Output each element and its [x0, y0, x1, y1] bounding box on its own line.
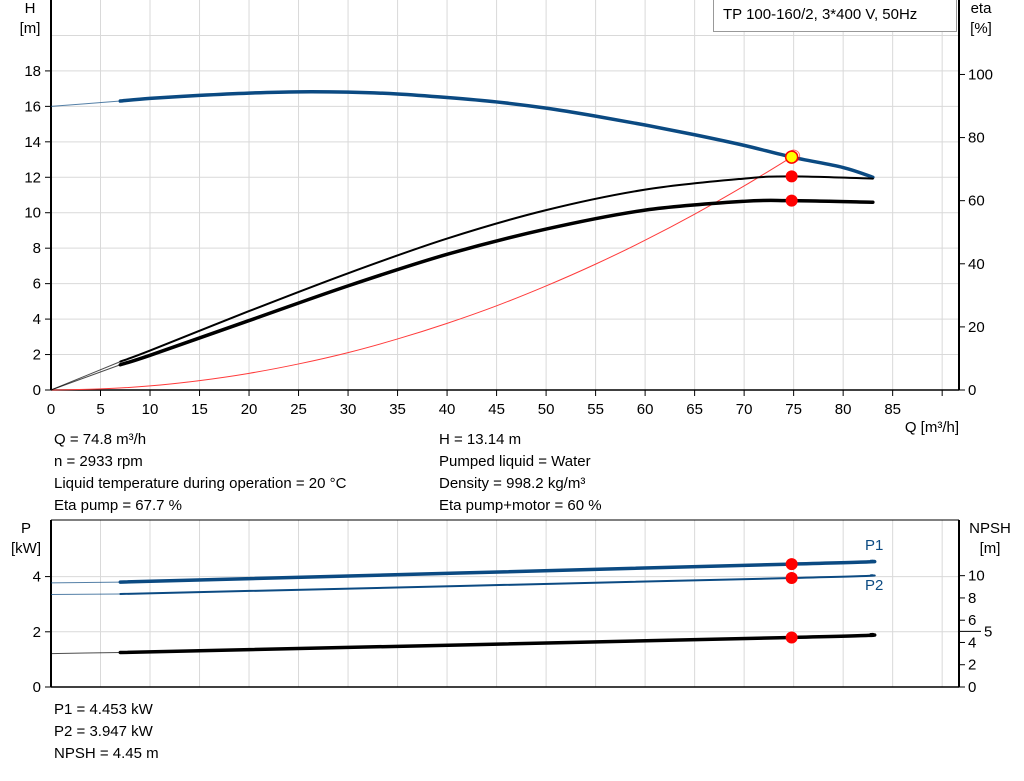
- x-tick-label: 40: [439, 401, 456, 418]
- info-p2: P2 = 3.947 kW: [54, 723, 153, 740]
- y-axis-title-right: [%]: [970, 20, 992, 37]
- info-liquid: Pumped liquid = Water: [439, 453, 591, 470]
- p1-marker: [785, 558, 798, 571]
- x-tick-label: 55: [587, 401, 604, 418]
- x-tick-label: 35: [389, 401, 406, 418]
- y-axis-title-left: H: [25, 0, 36, 17]
- pump-title: TP 100-160/2, 3*400 V, 50Hz: [723, 6, 918, 23]
- eta-pump-motor-marker: [785, 194, 798, 207]
- x-tick-label: 45: [488, 401, 505, 418]
- curve-npsh-extrapolated: [50, 651, 121, 655]
- y-axis-title-left: [m]: [20, 20, 41, 37]
- y-tick-label-right: 0: [968, 382, 976, 399]
- npsh-marker: [785, 631, 798, 644]
- curve-eta_pump: [119, 175, 874, 363]
- y-tick-label-left: 4: [33, 311, 41, 328]
- y-tick-label-left: 10: [24, 205, 41, 222]
- info-bottom: P1 = 4.453 kW P2 = 3.947 kW NPSH = 4.45 …: [54, 699, 159, 765]
- y-tick-label-left: 14: [24, 134, 41, 151]
- info-p1: P1 = 4.453 kW: [54, 701, 153, 718]
- y-tick-label-left: 6: [33, 276, 41, 293]
- info-temperature: Liquid temperature during operation = 20…: [54, 475, 347, 492]
- curve-eta_pump_motor: [118, 198, 875, 367]
- info-eta-pump-motor: Eta pump+motor = 60 %: [439, 497, 602, 514]
- y-tick-label-left: 0: [33, 679, 41, 696]
- x-tick-label: 65: [686, 401, 703, 418]
- info-head: H = 13.14 m: [439, 431, 522, 448]
- y-tick-label-right: 60: [968, 193, 985, 210]
- x-tick-label: 75: [785, 401, 802, 418]
- series-label-p2: P2: [865, 577, 883, 594]
- y-tick-label-right: 5: [984, 623, 992, 640]
- curve-p2: [119, 574, 876, 595]
- y-tick-label-left: 12: [24, 169, 41, 186]
- info-right: H = 13.14 m Pumped liquid = Water Densit…: [439, 429, 602, 517]
- curve-h: [118, 90, 875, 180]
- p2-marker: [785, 572, 798, 585]
- curve-h-extrapolated: [50, 100, 121, 107]
- x-tick-label: 10: [142, 401, 159, 418]
- y-tick-label-left: 2: [33, 624, 41, 641]
- info-flow: Q = 74.8 m³/h: [54, 431, 147, 448]
- info-density: Density = 998.2 kg/m³: [439, 475, 586, 492]
- x-tick-label: 70: [736, 401, 753, 418]
- curve-eta_pump_motor-extrapolated: [50, 364, 121, 391]
- y-tick-label-left: 18: [24, 63, 41, 80]
- y-tick-label-left: 0: [33, 382, 41, 399]
- y-axis-title-right: NPSH: [969, 520, 1011, 537]
- x-tick-label: 30: [340, 401, 357, 418]
- info-speed: n = 2933 rpm: [54, 453, 143, 470]
- eta-pump-marker: [785, 170, 798, 183]
- info-left: Q = 74.8 m³/h n = 2933 rpm Liquid temper…: [54, 429, 346, 517]
- y-tick-label-right: 20: [968, 319, 985, 336]
- curve-system: [50, 156, 792, 391]
- y-tick-label-right: 40: [968, 256, 985, 273]
- y-tick-label-right: 2: [968, 657, 976, 674]
- x-tick-label: 85: [884, 401, 901, 418]
- y-tick-label-right: 10: [968, 568, 985, 585]
- curve-p1-extrapolated: [50, 581, 121, 584]
- x-tick-label: 15: [191, 401, 208, 418]
- x-tick-label: 20: [241, 401, 258, 418]
- x-tick-label: 25: [290, 401, 307, 418]
- series-label-p1: P1: [865, 537, 883, 554]
- duty-point-marker: [784, 150, 799, 164]
- pump-title-box: TP 100-160/2, 3*400 V, 50Hz: [713, 0, 957, 32]
- y-tick-label-left: 4: [33, 569, 41, 586]
- x-tick-label: 0: [47, 401, 55, 418]
- curve-p2-extrapolated: [50, 593, 121, 596]
- y-tick-label-right: 0: [968, 679, 976, 696]
- y-tick-label-right: 8: [968, 590, 976, 607]
- x-axis-title: Q [m³/h]: [905, 419, 959, 436]
- info-eta-pump: Eta pump = 67.7 %: [54, 497, 182, 514]
- y-tick-label-left: 16: [24, 98, 41, 115]
- y-axis-title-right: [m]: [980, 540, 1001, 557]
- x-tick-label: 50: [538, 401, 555, 418]
- y-axis-title-left: [kW]: [11, 540, 41, 557]
- y-tick-label-right: 100: [968, 66, 993, 83]
- x-tick-label: 60: [637, 401, 654, 418]
- y-tick-label-left: 8: [33, 240, 41, 257]
- y-axis-title-left: P: [21, 520, 31, 537]
- y-axis-title-right: eta: [971, 0, 993, 17]
- info-npsh: NPSH = 4.45 m: [54, 745, 159, 762]
- curve-npsh: [118, 632, 877, 655]
- y-tick-label-right: 80: [968, 130, 985, 147]
- y-tick-label-right: 4: [968, 634, 976, 651]
- x-tick-label: 5: [96, 401, 104, 418]
- y-tick-label-right: 6: [968, 612, 976, 629]
- y-tick-label-left: 2: [33, 347, 41, 364]
- curve-p1: [118, 559, 877, 584]
- x-tick-label: 80: [835, 401, 852, 418]
